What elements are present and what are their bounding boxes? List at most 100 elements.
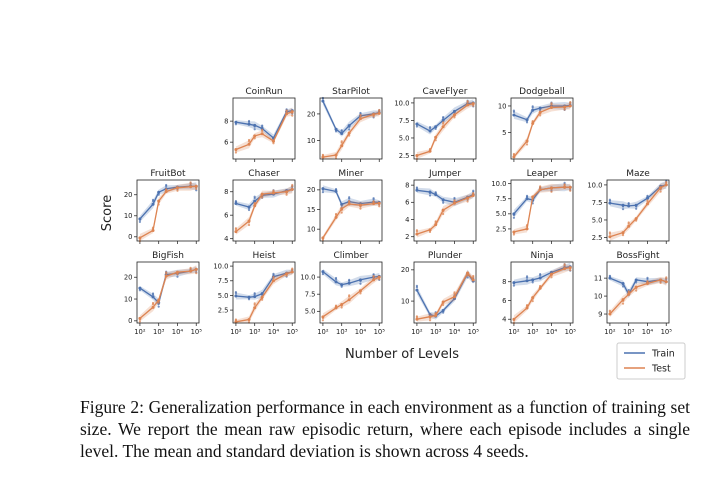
train-seed-point (525, 194, 529, 197)
train-mean-point (531, 278, 535, 282)
train-seed-point (340, 130, 343, 133)
train-mean-point (321, 99, 325, 103)
test-seed-point (348, 295, 351, 298)
test-seed-point (285, 193, 288, 196)
test-seed-point (261, 298, 264, 301)
train-mean-point (253, 123, 257, 127)
figure-grid: CoinRun68StarPilot1020CaveFlyer2.55.07.5… (100, 87, 686, 380)
train-mean-point (608, 201, 612, 205)
panel-title: CaveFlyer (423, 87, 468, 97)
train-mean-point (434, 193, 438, 197)
y-tick-label: 8 (502, 278, 506, 286)
train-mean-point (634, 278, 638, 282)
test-mean-point (441, 300, 445, 304)
test-mean-point (138, 236, 142, 240)
train-seed-point (442, 115, 445, 119)
test-seed-point (195, 187, 198, 190)
test-mean-point (531, 296, 535, 300)
train-seed-point (525, 276, 529, 279)
train-mean-point (253, 199, 257, 203)
test-mean-point (138, 316, 142, 320)
test-mean-point (321, 315, 325, 319)
test-mean-point (340, 302, 344, 306)
train-mean-point (157, 190, 161, 194)
test-seed-point (415, 315, 419, 318)
test-std-band (609, 182, 667, 241)
train-seed-point (334, 130, 338, 133)
train-seed-point (372, 273, 375, 276)
train-seed-point (512, 216, 516, 219)
train-std-band (235, 269, 293, 300)
test-mean-point (260, 295, 264, 299)
test-mean-point (538, 110, 542, 114)
train-seed-point (151, 198, 155, 201)
x-tick-label: 10⁵ (565, 328, 577, 336)
y-tick-label: 8 (224, 118, 228, 126)
y-tick-label: 10.0 (213, 263, 228, 271)
test-mean-point (377, 275, 381, 279)
panel-title: CoinRun (245, 87, 282, 97)
test-mean-point (512, 230, 516, 234)
test-seed-point (261, 129, 264, 133)
train-mean-point (247, 295, 251, 299)
train-mean-point (512, 212, 516, 216)
panel-title: Climber (333, 251, 368, 261)
panel-frame (413, 261, 477, 324)
y-tick-label: 20 (124, 191, 133, 199)
test-mean-point (434, 313, 438, 317)
train-mean-point (234, 120, 238, 124)
test-seed-point (285, 109, 288, 112)
test-mean-point (271, 191, 275, 195)
test-seed-point (569, 269, 572, 272)
test-mean-point (634, 217, 638, 221)
train-mean-point (340, 132, 344, 136)
test-seed-point (442, 212, 445, 216)
test-seed-point (372, 115, 375, 118)
test-mean-point (664, 280, 668, 284)
train-mean-point (151, 295, 155, 299)
train-seed-point (372, 198, 375, 201)
test-mean-point (568, 185, 572, 189)
x-axis-label: Number of Levels (345, 347, 459, 362)
train-seed-point (247, 208, 251, 212)
y-tick-label: 5.0 (399, 134, 410, 142)
test-mean-point (189, 269, 193, 273)
panel-title: FruitBot (150, 169, 186, 179)
test-seed-point (466, 101, 469, 104)
train-mean-point (138, 286, 142, 290)
test-seed-point (176, 273, 179, 276)
test-mean-point (194, 267, 198, 271)
y-tick-label: 20 (401, 266, 410, 274)
test-mean-point (234, 320, 238, 324)
test-seed-point (442, 121, 445, 124)
y-tick-label: 10.0 (300, 273, 315, 281)
train-mean-point (434, 125, 438, 129)
train-seed-point (621, 208, 625, 211)
x-tick-label: 10⁴ (642, 328, 654, 336)
test-seed-point (291, 267, 294, 270)
y-tick-label: 5.0 (592, 216, 603, 224)
panel-maze: Maze 2.5 5.0 7.5 10.0 (587, 169, 670, 244)
test-seed-point (550, 103, 553, 106)
train-std-band (322, 98, 380, 137)
test-mean-point (466, 196, 470, 200)
test-seed-point (334, 304, 338, 307)
train-mean-point (621, 282, 625, 286)
test-mean-point (466, 103, 470, 107)
y-tick-label: 7.5 (592, 199, 603, 207)
test-mean-point (538, 286, 542, 290)
test-seed-point (247, 223, 251, 227)
train-seed-point (563, 181, 566, 184)
y-axis-label: Score (100, 195, 115, 231)
train-mean-point (321, 187, 325, 191)
test-seed-point (151, 303, 155, 306)
test-mean-point (372, 278, 376, 282)
test-seed-point (608, 231, 612, 234)
train-seed-point (359, 111, 362, 115)
test-seed-point (621, 234, 625, 237)
train-seed-point (646, 194, 649, 197)
test-seed-point (539, 114, 542, 117)
test-seed-point (627, 222, 630, 225)
x-tick-label: 10³ (249, 328, 261, 336)
y-tick-label: 7.5 (399, 117, 410, 125)
